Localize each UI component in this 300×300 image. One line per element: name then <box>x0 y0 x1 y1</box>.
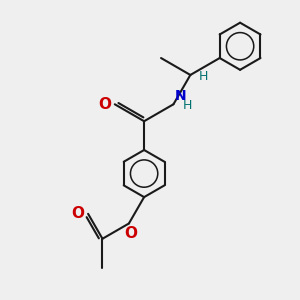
Text: O: O <box>72 206 85 221</box>
Text: H: H <box>183 99 192 112</box>
Text: O: O <box>98 97 111 112</box>
Text: N: N <box>175 89 187 103</box>
Text: H: H <box>199 70 208 83</box>
Text: O: O <box>125 226 138 242</box>
